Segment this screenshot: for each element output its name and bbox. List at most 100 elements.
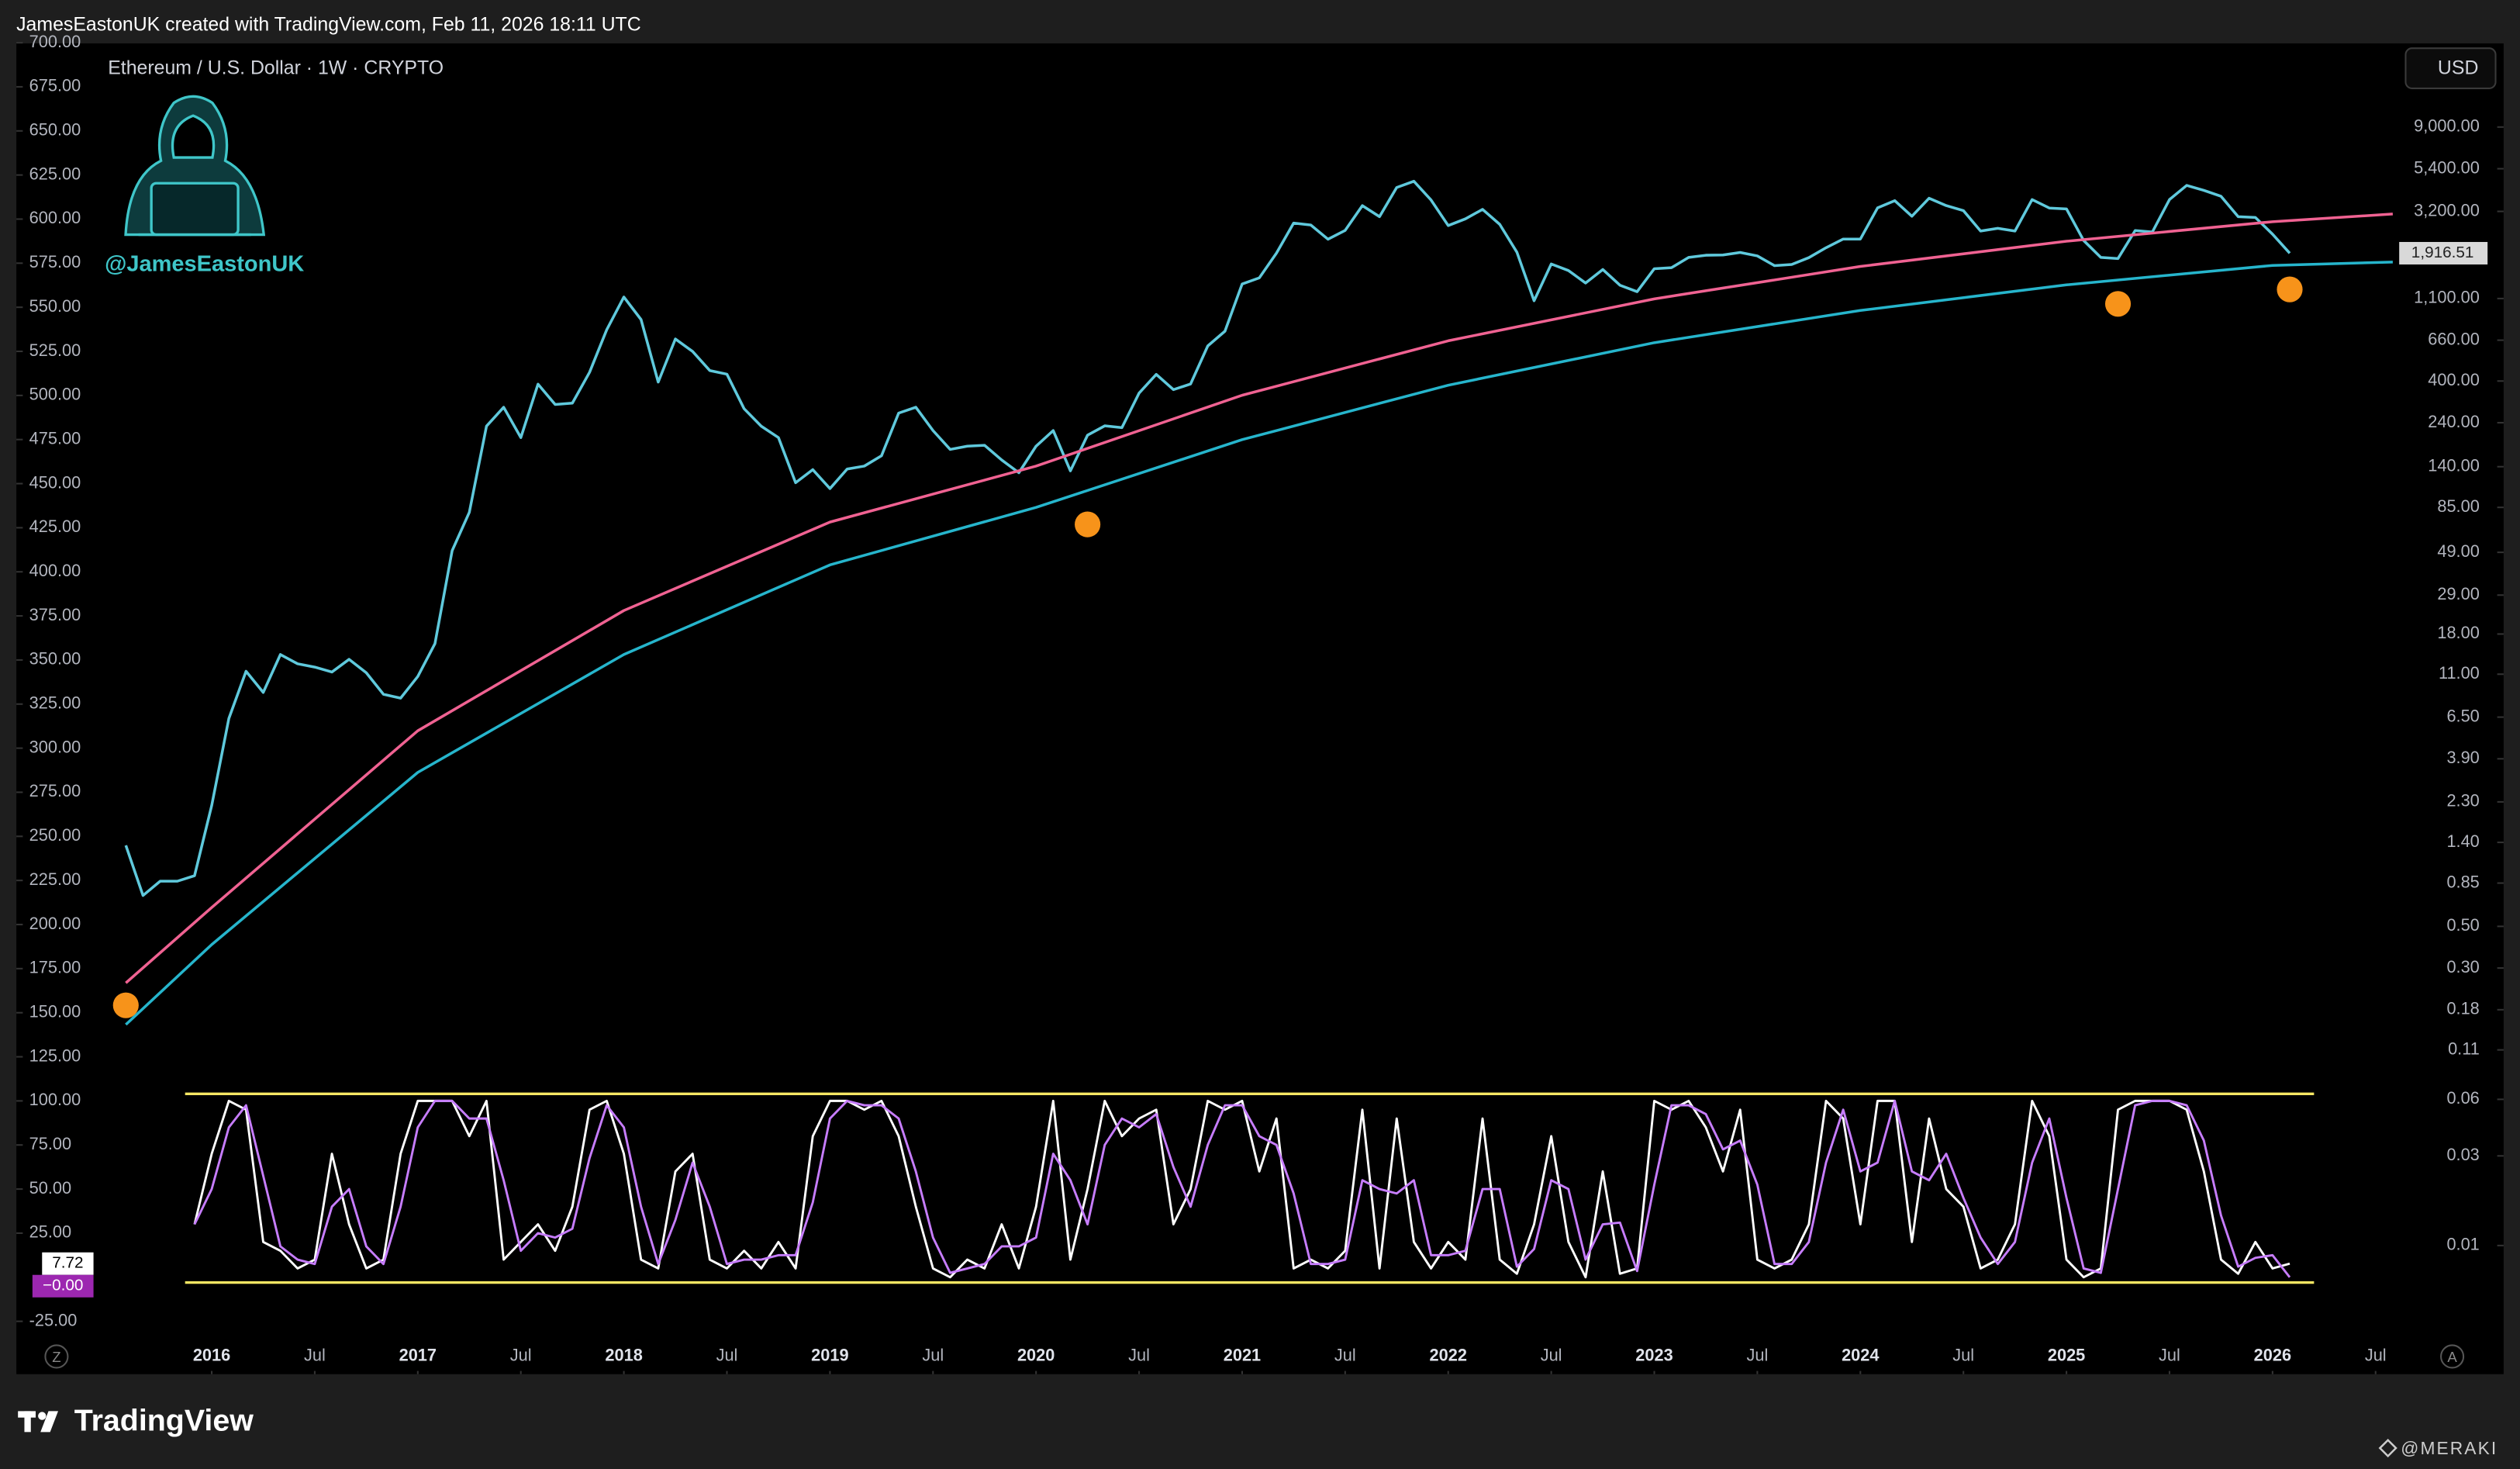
brand-logo	[18, 1411, 58, 1433]
marker	[2104, 291, 2132, 317]
y2-tick-label: 5,400.00	[2414, 157, 2480, 177]
auto-button-label: A	[2447, 1349, 2457, 1365]
marker	[1075, 511, 1101, 537]
y2-tick-label: 1.40	[2446, 831, 2479, 851]
y2-tick-label: 660.00	[2428, 329, 2480, 348]
y-tick-label: 600.00	[29, 208, 81, 227]
x-tick-label: Jul	[716, 1346, 738, 1365]
y-tick-label: 175.00	[29, 958, 81, 977]
y-tick-label: 325.00	[29, 693, 81, 713]
y-tick-label: -25.00	[29, 1310, 78, 1329]
x-tick-label: Jul	[1541, 1346, 1562, 1365]
plot-area: 700.00 675.00 650.00 625.00 600.00 575.00 550.…	[16, 32, 2504, 1374]
y-tick-label: 400.00	[29, 561, 81, 580]
y2-tick-label: 18.00	[2437, 623, 2479, 642]
x-tick-label: 2017	[399, 1346, 437, 1365]
y2-tick-label: 1,100.00	[2414, 288, 2480, 307]
scale-button-label: Z	[52, 1349, 60, 1365]
y2-tick-label: 400.00	[2428, 370, 2480, 389]
y-tick-label: 250.00	[29, 825, 81, 845]
d-last-label: −0.00	[43, 1277, 83, 1294]
y-tick-label: 450.00	[29, 472, 81, 492]
y2-tick-label: 3.90	[2446, 748, 2479, 767]
x-tick-label: Jul	[1952, 1346, 1974, 1365]
currency-button[interactable]	[2404, 47, 2497, 90]
d-last-box	[32, 1274, 94, 1298]
x-tick-label: Jul	[1334, 1346, 1356, 1365]
scale-button[interactable]	[44, 1344, 69, 1369]
y2-tick-label: 6.50	[2446, 706, 2479, 725]
x-tick-label: 2018	[605, 1346, 642, 1365]
y-tick-label: 225.00	[29, 869, 81, 889]
y2-tick-label: 3,200.00	[2414, 200, 2480, 219]
y-tick-label: 650.00	[29, 120, 81, 140]
last-price-box	[2399, 241, 2488, 264]
chart-title: Ethereum / U.S. Dollar · 1W · CRYPTO	[108, 57, 444, 79]
x-tick-label: 2022	[1430, 1346, 1467, 1365]
k-last-label: 7.72	[52, 1254, 83, 1272]
x-tick-label: Jul	[1128, 1346, 1150, 1365]
y-tick-label: 525.00	[29, 340, 81, 360]
y-tick-label: 25.00	[29, 1222, 71, 1242]
x-tick-label: 2021	[1224, 1346, 1261, 1365]
y-tick-label: 500.00	[29, 385, 81, 404]
y-tick-label: 550.00	[29, 296, 81, 316]
y2-tick-label: 0.85	[2446, 872, 2479, 891]
header: JamesEastonUK created with TradingView.c…	[16, 14, 641, 36]
y-tick-label: 200.00	[29, 914, 81, 933]
x-tick-label: 2023	[1635, 1346, 1673, 1365]
y-tick-label: 625.00	[29, 164, 81, 183]
series-line	[124, 179, 2291, 897]
y-tick-label: 100.00	[29, 1090, 81, 1109]
y-tick-label: 375.00	[29, 605, 81, 624]
auto-button[interactable]	[2440, 1344, 2465, 1369]
x-tick-label: 2019	[811, 1346, 848, 1365]
brand: TradingView	[74, 1403, 254, 1437]
series-line	[125, 213, 2394, 984]
y-tick-label: 575.00	[29, 252, 81, 271]
y2-tick-label: 49.00	[2437, 541, 2479, 561]
y2-tick-label: 11.00	[2439, 663, 2480, 683]
currency: USD	[2438, 57, 2479, 79]
y2-tick-label: 0.03	[2446, 1145, 2479, 1164]
credit: @MERAKI	[2401, 1438, 2498, 1458]
x-tick-label: 2016	[193, 1346, 230, 1365]
plot-pane	[16, 43, 2504, 1374]
y-tick-label: 275.00	[29, 781, 81, 800]
x-tick-label: Jul	[304, 1346, 326, 1365]
series-line	[125, 261, 2393, 1026]
y-tick-label: 475.00	[29, 428, 81, 448]
y2-tick-label: 240.00	[2428, 412, 2480, 431]
x-tick-label: Jul	[1747, 1346, 1769, 1365]
y2-tick-label: 0.06	[2446, 1088, 2479, 1108]
y-tick-label: 150.00	[29, 1001, 81, 1021]
y-tick-label: 300.00	[29, 737, 81, 756]
y2-tick-label: 2.30	[2446, 791, 2479, 811]
watermark: @JamesEastonUK	[105, 252, 304, 277]
series-line	[193, 1099, 2291, 1278]
x-tick-label: Jul	[510, 1346, 532, 1365]
y2-tick-label: 140.00	[2428, 455, 2480, 475]
last-price-label: 1,916.51	[2411, 244, 2474, 261]
credit-logo	[2378, 1438, 2397, 1458]
y-tick-label: 75.00	[29, 1134, 71, 1153]
y2-tick-label: 0.01	[2446, 1235, 2479, 1254]
y2-tick-label: 0.30	[2446, 957, 2479, 976]
marker	[2277, 276, 2303, 302]
y-tick-label: 425.00	[29, 517, 81, 536]
y2-tick-label: 0.18	[2446, 999, 2479, 1018]
series-line	[193, 1099, 2290, 1279]
x-tick-label: Jul	[2365, 1346, 2387, 1365]
x-tick-label: Jul	[922, 1346, 944, 1365]
y-tick-label: 350.00	[29, 649, 81, 669]
y-tick-label: 125.00	[29, 1046, 81, 1065]
y-tick-label: 700.00	[29, 32, 81, 51]
y2-tick-label: 0.50	[2446, 915, 2479, 935]
avatar	[124, 95, 266, 237]
y-tick-label: 50.00	[29, 1178, 71, 1198]
y-tick-label: 675.00	[29, 76, 81, 95]
y2-tick-label: 85.00	[2437, 496, 2479, 516]
x-tick-label: Jul	[2159, 1346, 2180, 1365]
